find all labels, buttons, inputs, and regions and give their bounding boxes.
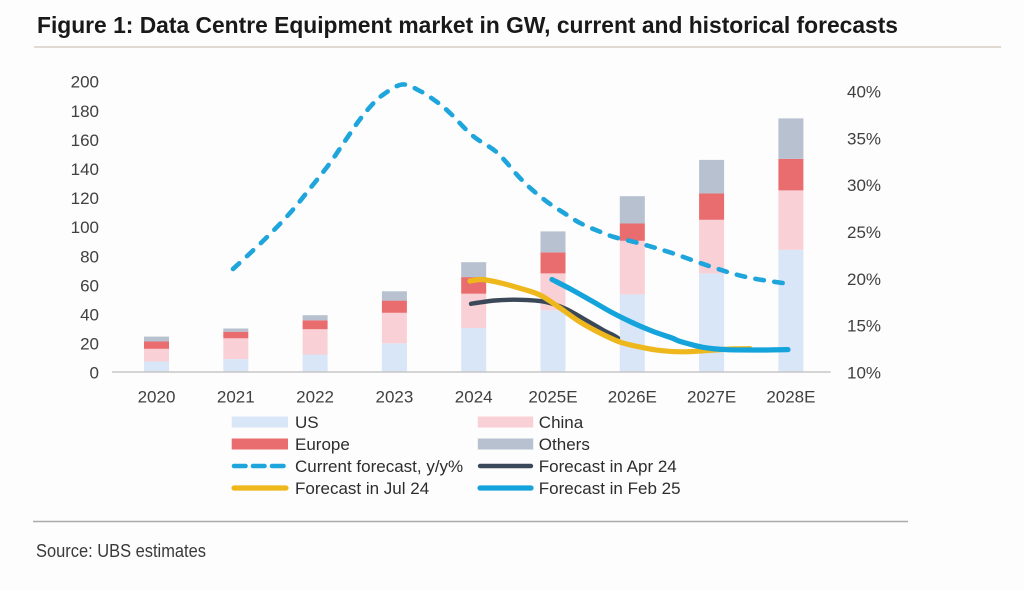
svg-text:2025E: 2025E <box>528 388 577 407</box>
svg-text:120: 120 <box>71 189 99 208</box>
svg-text:2026E: 2026E <box>608 388 657 407</box>
svg-text:2020: 2020 <box>138 388 176 407</box>
svg-text:180: 180 <box>71 102 99 121</box>
svg-text:15%: 15% <box>847 317 881 336</box>
svg-text:Forecast in Feb 25: Forecast in Feb 25 <box>539 479 681 498</box>
svg-text:200: 200 <box>71 73 99 92</box>
svg-text:35%: 35% <box>847 129 881 148</box>
svg-text:US: US <box>295 413 319 432</box>
svg-text:160: 160 <box>71 131 99 150</box>
svg-text:25%: 25% <box>847 223 881 242</box>
svg-text:40%: 40% <box>847 83 881 102</box>
svg-text:2021: 2021 <box>217 388 255 407</box>
svg-text:30%: 30% <box>847 176 881 195</box>
svg-text:2024: 2024 <box>455 388 493 407</box>
svg-text:Forecast in Apr 24: Forecast in Apr 24 <box>539 457 677 476</box>
svg-text:140: 140 <box>71 160 99 179</box>
svg-text:80: 80 <box>80 247 99 266</box>
svg-text:2023: 2023 <box>375 388 413 407</box>
svg-text:40: 40 <box>80 306 99 325</box>
svg-text:20: 20 <box>80 335 99 354</box>
svg-text:China: China <box>539 413 584 432</box>
svg-text:Figure 1: Data Centre Equipmen: Figure 1: Data Centre Equipment market i… <box>37 12 898 38</box>
svg-text:Forecast in Jul 24: Forecast in Jul 24 <box>295 479 429 498</box>
svg-text:Source: UBS estimates: Source: UBS estimates <box>36 541 206 561</box>
svg-text:100: 100 <box>71 218 99 237</box>
svg-text:10%: 10% <box>847 364 881 383</box>
svg-text:Others: Others <box>539 435 590 454</box>
svg-text:2022: 2022 <box>296 388 334 407</box>
svg-text:Europe: Europe <box>295 435 350 454</box>
svg-text:60: 60 <box>80 276 99 295</box>
svg-text:2027E: 2027E <box>687 388 736 407</box>
svg-text:Current forecast, y/y%: Current forecast, y/y% <box>295 457 463 476</box>
svg-text:2028E: 2028E <box>766 388 815 407</box>
svg-text:0: 0 <box>90 364 99 383</box>
svg-text:20%: 20% <box>847 270 881 289</box>
